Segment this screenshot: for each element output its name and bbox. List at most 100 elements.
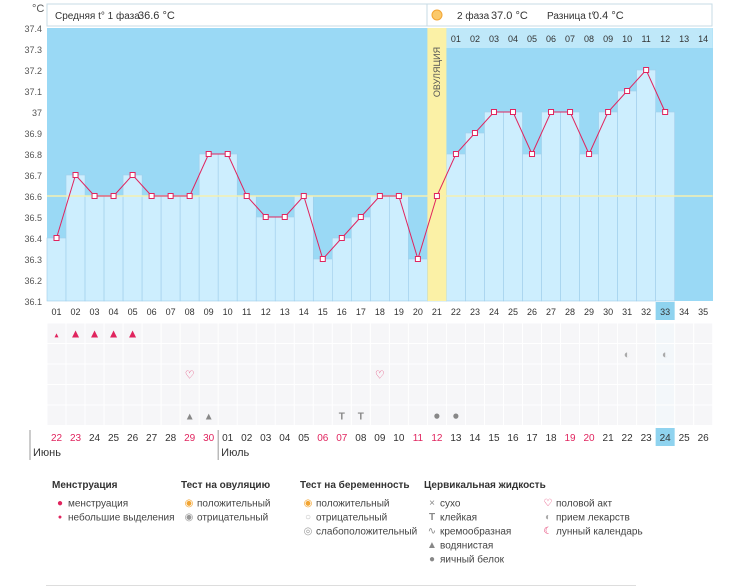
symptom-cell: [199, 405, 218, 425]
symptom-cell: [465, 344, 484, 364]
symptom-cell: [66, 405, 85, 425]
date-label: 07: [336, 433, 348, 444]
symptom-cell: [275, 344, 294, 364]
symptom-cell: [427, 364, 446, 384]
symptom-cell: [161, 364, 180, 384]
y-tick-label: 37.2: [24, 66, 42, 76]
symptom-cell: [218, 344, 237, 364]
legend-item: сухо: [440, 498, 461, 510]
temperature-point: [490, 109, 497, 115]
symptom-cell: [465, 405, 484, 425]
pill-icon: ◐: [544, 512, 552, 523]
phase2-day-label: 11: [641, 34, 650, 44]
temperature-bar: [122, 174, 143, 302]
date-label: 23: [641, 433, 653, 444]
cycle-day-label: 16: [337, 307, 347, 317]
date-label: 14: [469, 433, 481, 444]
temperature-bar: [522, 153, 542, 302]
legend-ovulation-test: Тест на овуляцию ◉ положительный ◉ отрицат…: [181, 480, 270, 525]
symptom-cell: [237, 364, 256, 384]
phase2-label: 2 фаза: [457, 10, 490, 22]
symptom-cell: [618, 344, 637, 364]
cycle-day-label: 03: [90, 307, 100, 317]
cycle-day-axis: 01 02 03 04 05 06 07 08 09 10 11 12 13 14 15 16 17 18 19 20…: [52, 302, 708, 320]
symptom-cell: [332, 405, 351, 425]
symptom-cell: [180, 405, 199, 425]
symptom-cell: [66, 323, 85, 343]
symptom-cell: [465, 323, 484, 343]
temperature-bar: [255, 216, 276, 302]
symptom-cell: [427, 323, 446, 343]
symptom-cell: [694, 344, 713, 364]
symptom-cell: [199, 323, 218, 343]
symptom-cell: [66, 364, 85, 384]
temperature-point: [91, 193, 98, 199]
test-positive-icon: ◉: [184, 498, 194, 509]
date-label: 25: [108, 433, 120, 444]
symptom-cell: [123, 385, 142, 405]
temperature-bar: [541, 111, 561, 302]
cycle-day-label: 18: [375, 307, 385, 317]
temperature-bar: [598, 111, 618, 302]
temperature-point: [148, 193, 155, 199]
cycle-day-label: 07: [166, 307, 176, 317]
y-tick-label: 36.1: [24, 297, 42, 307]
temperature-chart: °C 37.4 37.3 37.2 37.1 37 36.9 36.8 36.7 36.6 36.…: [24, 3, 713, 460]
symptom-cell: [446, 344, 465, 364]
date-label: 03: [260, 433, 272, 444]
date-label: 26: [127, 433, 139, 444]
date-label: 06: [317, 433, 329, 444]
y-tick-label: 37.4: [24, 24, 42, 34]
symptom-cell: [389, 385, 408, 405]
symptom-cell: [389, 323, 408, 343]
symptom-cell: [561, 385, 580, 405]
symptom-cell: [523, 364, 542, 384]
phase2-day-label: 10: [622, 34, 632, 44]
cycle-day-label: 34: [679, 307, 689, 317]
moon-icon: ◐: [624, 349, 631, 361]
symptom-cell: [503, 323, 522, 343]
symptom-cell: [465, 364, 484, 384]
temperature-point: [509, 109, 516, 115]
y-tick-label: 37: [32, 108, 42, 118]
symptom-cell: [656, 323, 675, 343]
y-tick-label: 36.8: [24, 150, 42, 160]
legend-item: небольшие выделения: [68, 512, 175, 524]
phase2-row-bg: [446, 28, 713, 48]
cycle-day-label: 09: [204, 307, 214, 317]
difference-value: 0.4 °C: [593, 10, 624, 22]
legend-other: ♡ половой акт ◐ прием лекарств ☾ лунный кал…: [540, 480, 643, 539]
date-label: 24: [660, 433, 672, 444]
dry-icon: ×: [429, 498, 435, 509]
symptom-cell: [465, 385, 484, 405]
cycle-day-label: 32: [641, 307, 651, 317]
phase2-value: 37.0 °C: [491, 10, 528, 22]
bottom-divider: [46, 585, 636, 586]
date-label: 15: [488, 433, 500, 444]
symptom-cell: [313, 364, 332, 384]
symptom-cell: [104, 405, 123, 425]
temperature-point: [205, 151, 212, 157]
legend-pregnancy-test: Тест на беременность ◉ положительный ○ отр…: [300, 480, 417, 539]
symptom-cell: [237, 385, 256, 405]
symptom-cell: [142, 364, 161, 384]
sticky-icon: T: [428, 512, 436, 523]
y-tick-label: 36.6: [24, 192, 42, 202]
cycle-day-label: 05: [128, 307, 138, 317]
symptom-cell: [313, 385, 332, 405]
temperature-point: [186, 193, 193, 199]
temperature-point: [605, 109, 612, 115]
pregnancy-weak-icon: ◎: [303, 526, 313, 537]
symptom-cell: [503, 364, 522, 384]
symptom-cell: [85, 323, 104, 343]
temperature-bar: [503, 111, 523, 302]
legend-item: прием лекарств: [556, 512, 630, 524]
temperature-point: [281, 214, 288, 220]
symptom-cell: [66, 385, 85, 405]
legend-item: отрицательный: [316, 512, 388, 524]
temperature-bar: [579, 153, 599, 302]
phase2-day-label: 13: [679, 34, 689, 44]
temperature-point: [662, 109, 669, 115]
date-label: 04: [279, 433, 291, 444]
menstruation-drop-icon: ▴: [55, 330, 59, 339]
